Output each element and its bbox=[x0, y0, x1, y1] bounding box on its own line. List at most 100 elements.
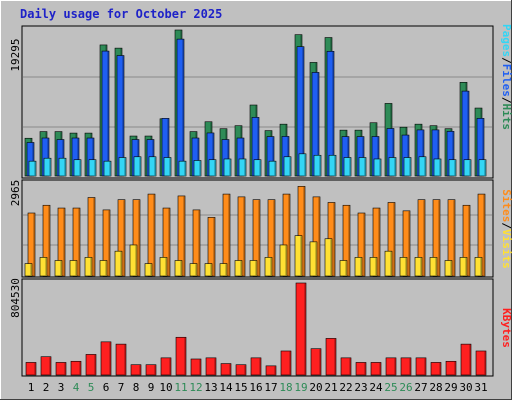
x-tick-label-day-2: 2 bbox=[43, 381, 50, 394]
kbytes-bar-day-25 bbox=[385, 357, 397, 376]
kbytes-bar-day-7 bbox=[115, 343, 127, 376]
kbytes-bar-day-20 bbox=[310, 348, 322, 376]
pages-bar-day-15 bbox=[238, 158, 247, 177]
kbytes-bar-day-28 bbox=[430, 362, 442, 376]
sites-bar-day-16 bbox=[249, 260, 258, 277]
pages-bar-day-12 bbox=[193, 160, 202, 177]
x-tick-label-day-22: 22 bbox=[339, 381, 352, 394]
pages-bar-day-6 bbox=[103, 160, 112, 177]
sites-bar-day-9 bbox=[144, 263, 153, 277]
x-tick-label-day-25: 25 bbox=[384, 381, 397, 394]
pages-bar-day-17 bbox=[268, 160, 277, 177]
kbytes-bar-day-26 bbox=[400, 357, 412, 376]
sites-bar-day-30 bbox=[459, 257, 468, 277]
sites-bar-day-29 bbox=[444, 260, 453, 277]
pages-bar-day-20 bbox=[313, 154, 322, 177]
kbytes-bar-day-31 bbox=[475, 350, 487, 376]
kbytes-bar-day-8 bbox=[130, 364, 142, 376]
y-max-label-bottom: 804530 bbox=[9, 278, 22, 318]
sites-bar-day-15 bbox=[234, 260, 243, 277]
y-max-label-top: 19295 bbox=[9, 38, 22, 71]
x-tick-label-day-30: 30 bbox=[459, 381, 472, 394]
legend-separator: / bbox=[500, 57, 512, 64]
sites-bar-day-6 bbox=[99, 260, 108, 277]
kbytes-bar-day-4 bbox=[70, 360, 82, 376]
sites-bar-day-3 bbox=[54, 260, 63, 277]
sites-bar-day-27 bbox=[414, 257, 423, 277]
pages-bar-day-18 bbox=[283, 156, 292, 177]
pages-bar-day-7 bbox=[118, 157, 127, 177]
x-tick-label-day-5: 5 bbox=[88, 381, 95, 394]
chart-title: Daily usage for October 2025 bbox=[20, 7, 222, 21]
pages-bar-day-11 bbox=[178, 160, 187, 177]
legend-files: Files bbox=[500, 64, 512, 97]
sites-bar-day-17 bbox=[264, 257, 273, 277]
legend-separator: / bbox=[500, 97, 512, 104]
pages-bar-day-24 bbox=[373, 158, 382, 177]
x-tick-label-day-26: 26 bbox=[399, 381, 412, 394]
pages-bar-day-31 bbox=[478, 159, 487, 177]
kbytes-bar-day-9 bbox=[145, 364, 157, 376]
x-tick-label-day-6: 6 bbox=[103, 381, 110, 394]
legend-separator: / bbox=[500, 222, 512, 229]
kbytes-bar-day-2 bbox=[40, 356, 52, 376]
sites-bar-day-21 bbox=[324, 238, 333, 277]
pages-bar-day-30 bbox=[463, 159, 472, 177]
kbytes-bar-day-22 bbox=[340, 357, 352, 376]
sites-bar-day-14 bbox=[219, 263, 228, 277]
files-bar-day-6 bbox=[101, 50, 110, 177]
x-tick-label-day-29: 29 bbox=[444, 381, 457, 394]
x-tick-label-day-21: 21 bbox=[324, 381, 337, 394]
x-tick-label-day-14: 14 bbox=[219, 381, 233, 394]
sites-bar-day-19 bbox=[294, 235, 303, 277]
kbytes-bar-day-5 bbox=[85, 354, 97, 376]
x-tick-label-day-10: 10 bbox=[159, 381, 172, 394]
pages-bar-day-14 bbox=[223, 158, 232, 177]
x-tick-label-day-13: 13 bbox=[204, 381, 217, 394]
sites-bar-day-26 bbox=[399, 257, 408, 277]
sites-bar-day-23 bbox=[354, 257, 363, 277]
x-tick-label-day-7: 7 bbox=[118, 381, 125, 394]
x-tick-label-day-23: 23 bbox=[354, 381, 367, 394]
x-tick-label-day-31: 31 bbox=[474, 381, 487, 394]
legend-visits: Visits bbox=[500, 229, 512, 269]
kbytes-bar-day-14 bbox=[220, 363, 232, 376]
sites-bar-day-20 bbox=[309, 241, 318, 277]
kbytes-bar-day-30 bbox=[460, 343, 472, 376]
pages-bar-day-25 bbox=[388, 157, 397, 177]
x-tick-label-day-20: 20 bbox=[309, 381, 322, 394]
sites-bar-day-18 bbox=[279, 244, 288, 277]
legend-kbytes: KBytes bbox=[500, 308, 512, 348]
pages-bar-day-2 bbox=[43, 157, 52, 177]
x-tick-label-day-8: 8 bbox=[133, 381, 140, 394]
kbytes-bar-day-11 bbox=[175, 336, 187, 376]
sites-bar-day-25 bbox=[384, 250, 393, 277]
sites-bar-day-4 bbox=[69, 260, 78, 277]
pages-bar-day-13 bbox=[208, 159, 217, 177]
sites-bar-day-8 bbox=[129, 244, 138, 277]
sites-bar-day-31 bbox=[474, 257, 483, 277]
kbytes-bar-day-18 bbox=[280, 350, 292, 376]
pages-bar-day-29 bbox=[448, 159, 457, 177]
kbytes-bar-day-16 bbox=[250, 357, 262, 376]
pages-bar-day-16 bbox=[253, 159, 262, 177]
x-tick-label-day-16: 16 bbox=[249, 381, 262, 394]
x-tick-label-day-15: 15 bbox=[234, 381, 247, 394]
pages-bar-day-1 bbox=[28, 160, 37, 177]
kbytes-bar-day-12 bbox=[190, 358, 202, 376]
kbytes-bar-day-21 bbox=[325, 338, 337, 376]
pages-bar-day-28 bbox=[433, 158, 442, 177]
pages-bar-day-5 bbox=[88, 159, 97, 177]
sites-bar-day-12 bbox=[189, 263, 198, 277]
kbytes-bar-day-1 bbox=[25, 362, 37, 376]
pages-bar-day-22 bbox=[343, 157, 352, 177]
legend-sites: Sites bbox=[500, 189, 512, 222]
files-bar-day-11 bbox=[176, 38, 185, 177]
pages-bar-day-23 bbox=[358, 157, 367, 177]
kbytes-bar-day-17 bbox=[265, 365, 277, 376]
pages-bar-day-4 bbox=[73, 159, 82, 177]
kbytes-bar-day-27 bbox=[415, 357, 427, 376]
legend-pages: Pages bbox=[500, 24, 512, 57]
sites-bar-day-24 bbox=[369, 257, 378, 277]
